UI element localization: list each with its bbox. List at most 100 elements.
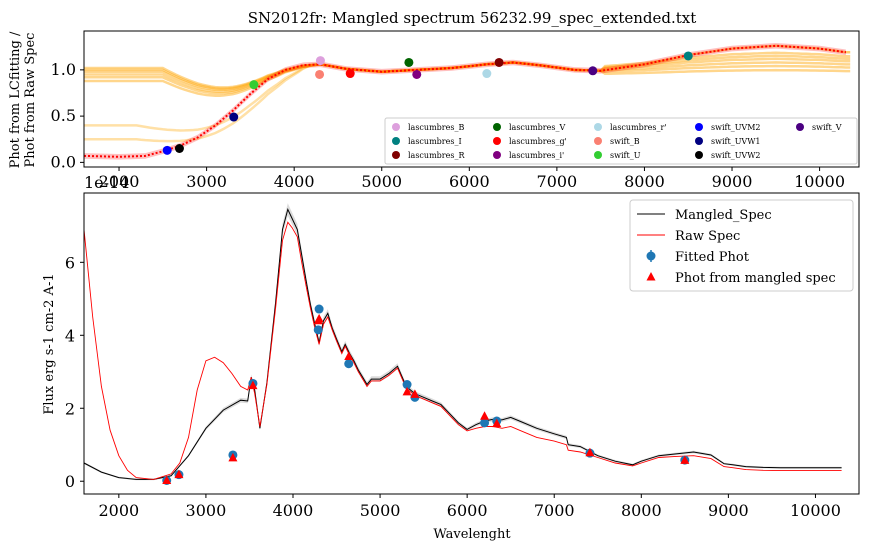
- top-band-line: [84, 61, 851, 98]
- top-ylabel-line1: Phot from LCfitting /: [8, 31, 23, 168]
- top-point-swift-uvw1: [229, 112, 239, 122]
- bottom-spectra: [84, 203, 842, 481]
- bottom-y-tick-label: 4: [65, 326, 75, 345]
- offset-text: 1e-14: [84, 173, 129, 192]
- top-legend-label: swift_UVM2: [711, 123, 761, 132]
- bottom-x-tick-label: 9000: [708, 501, 749, 520]
- mangled-phot-triangle: [492, 418, 502, 428]
- top-x-tick-label: 5000: [361, 172, 402, 191]
- top-legend-marker: [493, 123, 501, 131]
- top-x-tick-label: 9000: [712, 172, 753, 191]
- bottom-x-tick-label: 8000: [621, 501, 662, 520]
- fitted-phot-point: [313, 325, 323, 335]
- top-point-lascumbres-g-: [345, 69, 355, 79]
- bottom-x-tick-label: 3000: [186, 501, 227, 520]
- mangled-phot-triangle: [480, 411, 490, 420]
- top-band-line: [84, 51, 851, 89]
- top-legend-label: lascumbres_i': [509, 151, 564, 160]
- top-point-swift-v: [588, 66, 598, 76]
- top-legend-marker: [392, 137, 400, 145]
- top-legend-label: lascumbres_r': [610, 123, 666, 132]
- top-band-line: [84, 61, 851, 93]
- fitted-phot-point: [344, 359, 354, 369]
- figure-title: SN2012fr: Mangled spectrum 56232.99_spec…: [248, 9, 697, 27]
- bottom-legend-marker: [646, 272, 656, 281]
- top-legend-marker: [695, 123, 703, 131]
- top-band-line: [84, 54, 851, 90]
- bottom-x-tick-label: 2000: [98, 501, 139, 520]
- bottom-ylabel: Flux erg s-1 cm-2 A-1: [42, 273, 57, 414]
- top-x-tick-label: 8000: [624, 172, 665, 191]
- mangled-phot-triangle: [680, 455, 690, 464]
- top-legend-label: lascumbres_I: [408, 137, 462, 146]
- top-point-swift-uvm2: [162, 145, 172, 155]
- top-x-tick-label: 4000: [274, 172, 315, 191]
- top-band-line: [84, 61, 851, 95]
- top-x-tick-label: 10000: [794, 172, 845, 191]
- top-ylabel-line2: Phot from Raw Spec: [23, 33, 38, 168]
- top-point-lascumbres-r-: [482, 69, 492, 79]
- bottom-x-tick-label: 7000: [534, 501, 575, 520]
- bottom-panel: 2000 3000 4000 5000 6000 7000 8000 9000 10000 0 2…: [42, 192, 860, 542]
- top-band-line: [84, 57, 851, 91]
- top-legend-label: lascumbres_R: [408, 151, 465, 160]
- fitted-phot-point: [314, 304, 324, 314]
- top-phot-points: [162, 51, 693, 155]
- mangled-phot-triangle: [402, 386, 412, 396]
- top-x-tick-label: 3000: [186, 172, 227, 191]
- bottom-y-ticks: 0 2 4 6: [65, 253, 84, 491]
- top-x-tick-label: 2000: [99, 172, 140, 191]
- top-legend-label: swift_U: [610, 151, 641, 160]
- bottom-x-tick-label: 10000: [790, 501, 841, 520]
- bottom-x-ticks: 2000 3000 4000 5000 6000 7000 8000 9000 10000: [98, 494, 841, 520]
- top-panel: 2000 3000 4000 5000 6000 7000 8000 9000 10000 0.…: [8, 30, 860, 191]
- mangled-phot-triangle: [162, 475, 172, 485]
- top-point-swift-uvw2: [174, 143, 184, 153]
- top-fit-curve-line: [84, 44, 847, 158]
- top-point-lascumbres-v: [404, 57, 414, 67]
- mangled-phot-triangle: [174, 469, 184, 479]
- top-x-tick-label: 6000: [449, 172, 490, 191]
- bottom-xlabel: Wavelenght: [433, 527, 511, 542]
- bottom-legend-box: [629, 199, 854, 292]
- top-y-tick-label: 0.0: [51, 152, 76, 171]
- mangled-phot-triangle: [585, 447, 595, 457]
- top-legend-label: lascumbres_g': [509, 137, 567, 146]
- top-point-lascumbres-i-: [412, 69, 422, 79]
- top-x-ticks: 2000 3000 4000 5000 6000 7000 8000 9000 10000: [99, 167, 845, 191]
- top-legend-box: [384, 117, 858, 165]
- bottom-y-tick-label: 2: [65, 399, 75, 418]
- bottom-y-tick-label: 0: [65, 472, 75, 491]
- top-y-tick-label: 0.5: [51, 106, 76, 125]
- top-legend-marker: [594, 123, 602, 131]
- top-legend-marker: [594, 137, 602, 145]
- top-legend-marker: [594, 151, 602, 159]
- bottom-legend-label: Fitted Phot: [675, 250, 750, 265]
- mangled-phot-triangle: [314, 313, 324, 323]
- top-y-ticks: 0.0 0.5 1.0: [51, 60, 84, 171]
- top-legend-marker: [695, 151, 703, 159]
- fitted-phot-point: [480, 418, 490, 428]
- top-legend-label: swift_UVW1: [711, 137, 761, 146]
- bottom-x-tick-label: 5000: [360, 501, 401, 520]
- bottom-phot-points: [162, 304, 690, 486]
- top-legend-marker: [796, 123, 804, 131]
- fitted-phot-point: [402, 380, 412, 390]
- top-point-lascumbres-b: [315, 56, 325, 66]
- top-legend-label: swift_V: [812, 123, 842, 132]
- top-legend-label: lascumbres_B: [408, 123, 464, 132]
- top-legend-label: swift_UVW2: [711, 151, 761, 160]
- top-legend-marker: [392, 151, 400, 159]
- top-point-swift-u: [249, 80, 259, 90]
- top-x-tick-label: 7000: [537, 172, 578, 191]
- top-point-lascumbres-i: [683, 51, 693, 61]
- bottom-y-tick-label: 6: [65, 253, 75, 272]
- bottom-legend-label: Raw Spec: [675, 229, 740, 244]
- top-legend-marker: [493, 137, 501, 145]
- bottom-axes-frame: [83, 192, 860, 495]
- bottom-x-tick-label: 4000: [273, 501, 314, 520]
- mangled-phot-triangle: [410, 389, 420, 398]
- top-axes-frame: [83, 30, 860, 168]
- top-point-swift-b: [315, 69, 325, 79]
